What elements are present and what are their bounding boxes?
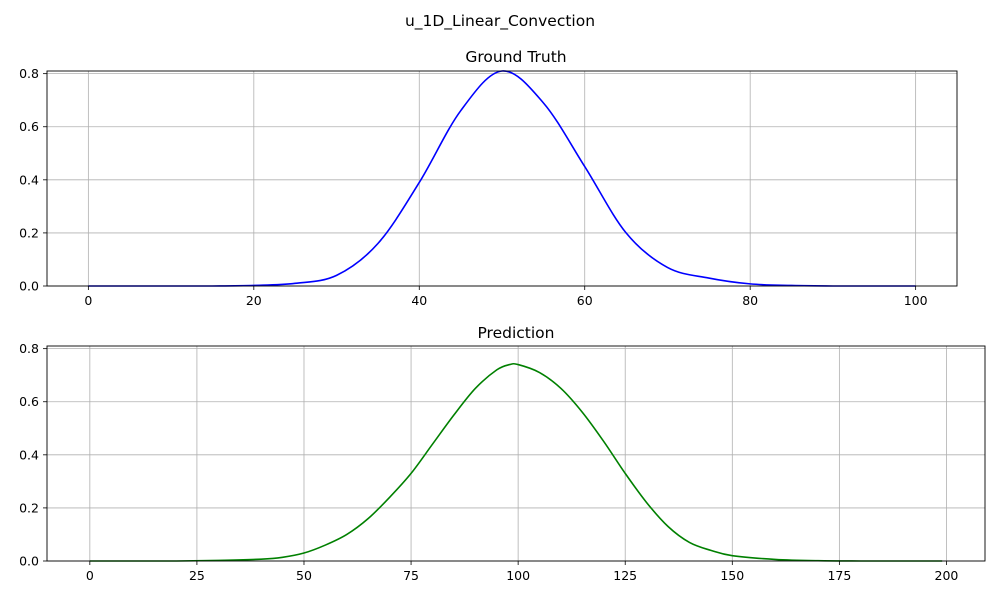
prediction-axes-frame <box>46 345 986 562</box>
ground-truth-xtick-label-5: 100 <box>904 293 928 308</box>
prediction-series-line-0 <box>89 362 943 562</box>
ground-truth-xtick-label-3: 60 <box>577 293 593 308</box>
ground-truth-ytick-label-3: 0.6 <box>19 119 39 134</box>
ground-truth-xtick-label-2: 40 <box>411 293 427 308</box>
prediction-xtick-label-1: 25 <box>189 568 205 583</box>
prediction-title: Prediction <box>477 324 554 342</box>
ground-truth-title: Ground Truth <box>465 48 566 66</box>
prediction-xtick-label-5: 125 <box>613 568 637 583</box>
prediction-ytick-label-3: 0.6 <box>19 394 39 409</box>
prediction-xtick-label-4: 100 <box>506 568 530 583</box>
ground-truth-axes: Ground Truth 0 20 40 60 80 100 0.0 0.2 0.4 0.6 0.8 <box>19 48 958 308</box>
prediction-ytick-label-0: 0.0 <box>19 554 39 569</box>
figure-suptitle: u_1D_Linear_Convection <box>405 12 595 31</box>
ground-truth-ytick-label-4: 0.8 <box>19 66 39 81</box>
prediction-xtick-label-6: 150 <box>720 568 744 583</box>
prediction-ytick-label-1: 0.2 <box>19 500 39 515</box>
ground-truth-plot-area <box>47 71 957 286</box>
prediction-plot-area <box>47 346 985 561</box>
ground-truth-xtick-label-0: 0 <box>84 293 92 308</box>
prediction-xtick-label-0: 0 <box>86 568 94 583</box>
prediction-ytick-label-2: 0.4 <box>19 447 39 462</box>
prediction-xtick-label-7: 175 <box>827 568 851 583</box>
prediction-xtick-label-8: 200 <box>935 568 959 583</box>
prediction-xtick-label-3: 75 <box>403 568 419 583</box>
ground-truth-axes-frame <box>46 70 958 287</box>
ground-truth-ytick-label-0: 0.0 <box>19 279 39 294</box>
ground-truth-xtick-label-1: 20 <box>246 293 262 308</box>
ground-truth-ytick-label-1: 0.2 <box>19 225 39 240</box>
ground-truth-xtick-label-4: 80 <box>742 293 758 308</box>
prediction-xtick-label-2: 50 <box>296 568 312 583</box>
prediction-ytick-label-4: 0.8 <box>19 341 39 356</box>
ground-truth-ytick-label-2: 0.4 <box>19 172 39 187</box>
prediction-axes: Prediction 0 25 50 75 100 125 150 175 200 0.0 0.2 0… <box>19 324 986 583</box>
